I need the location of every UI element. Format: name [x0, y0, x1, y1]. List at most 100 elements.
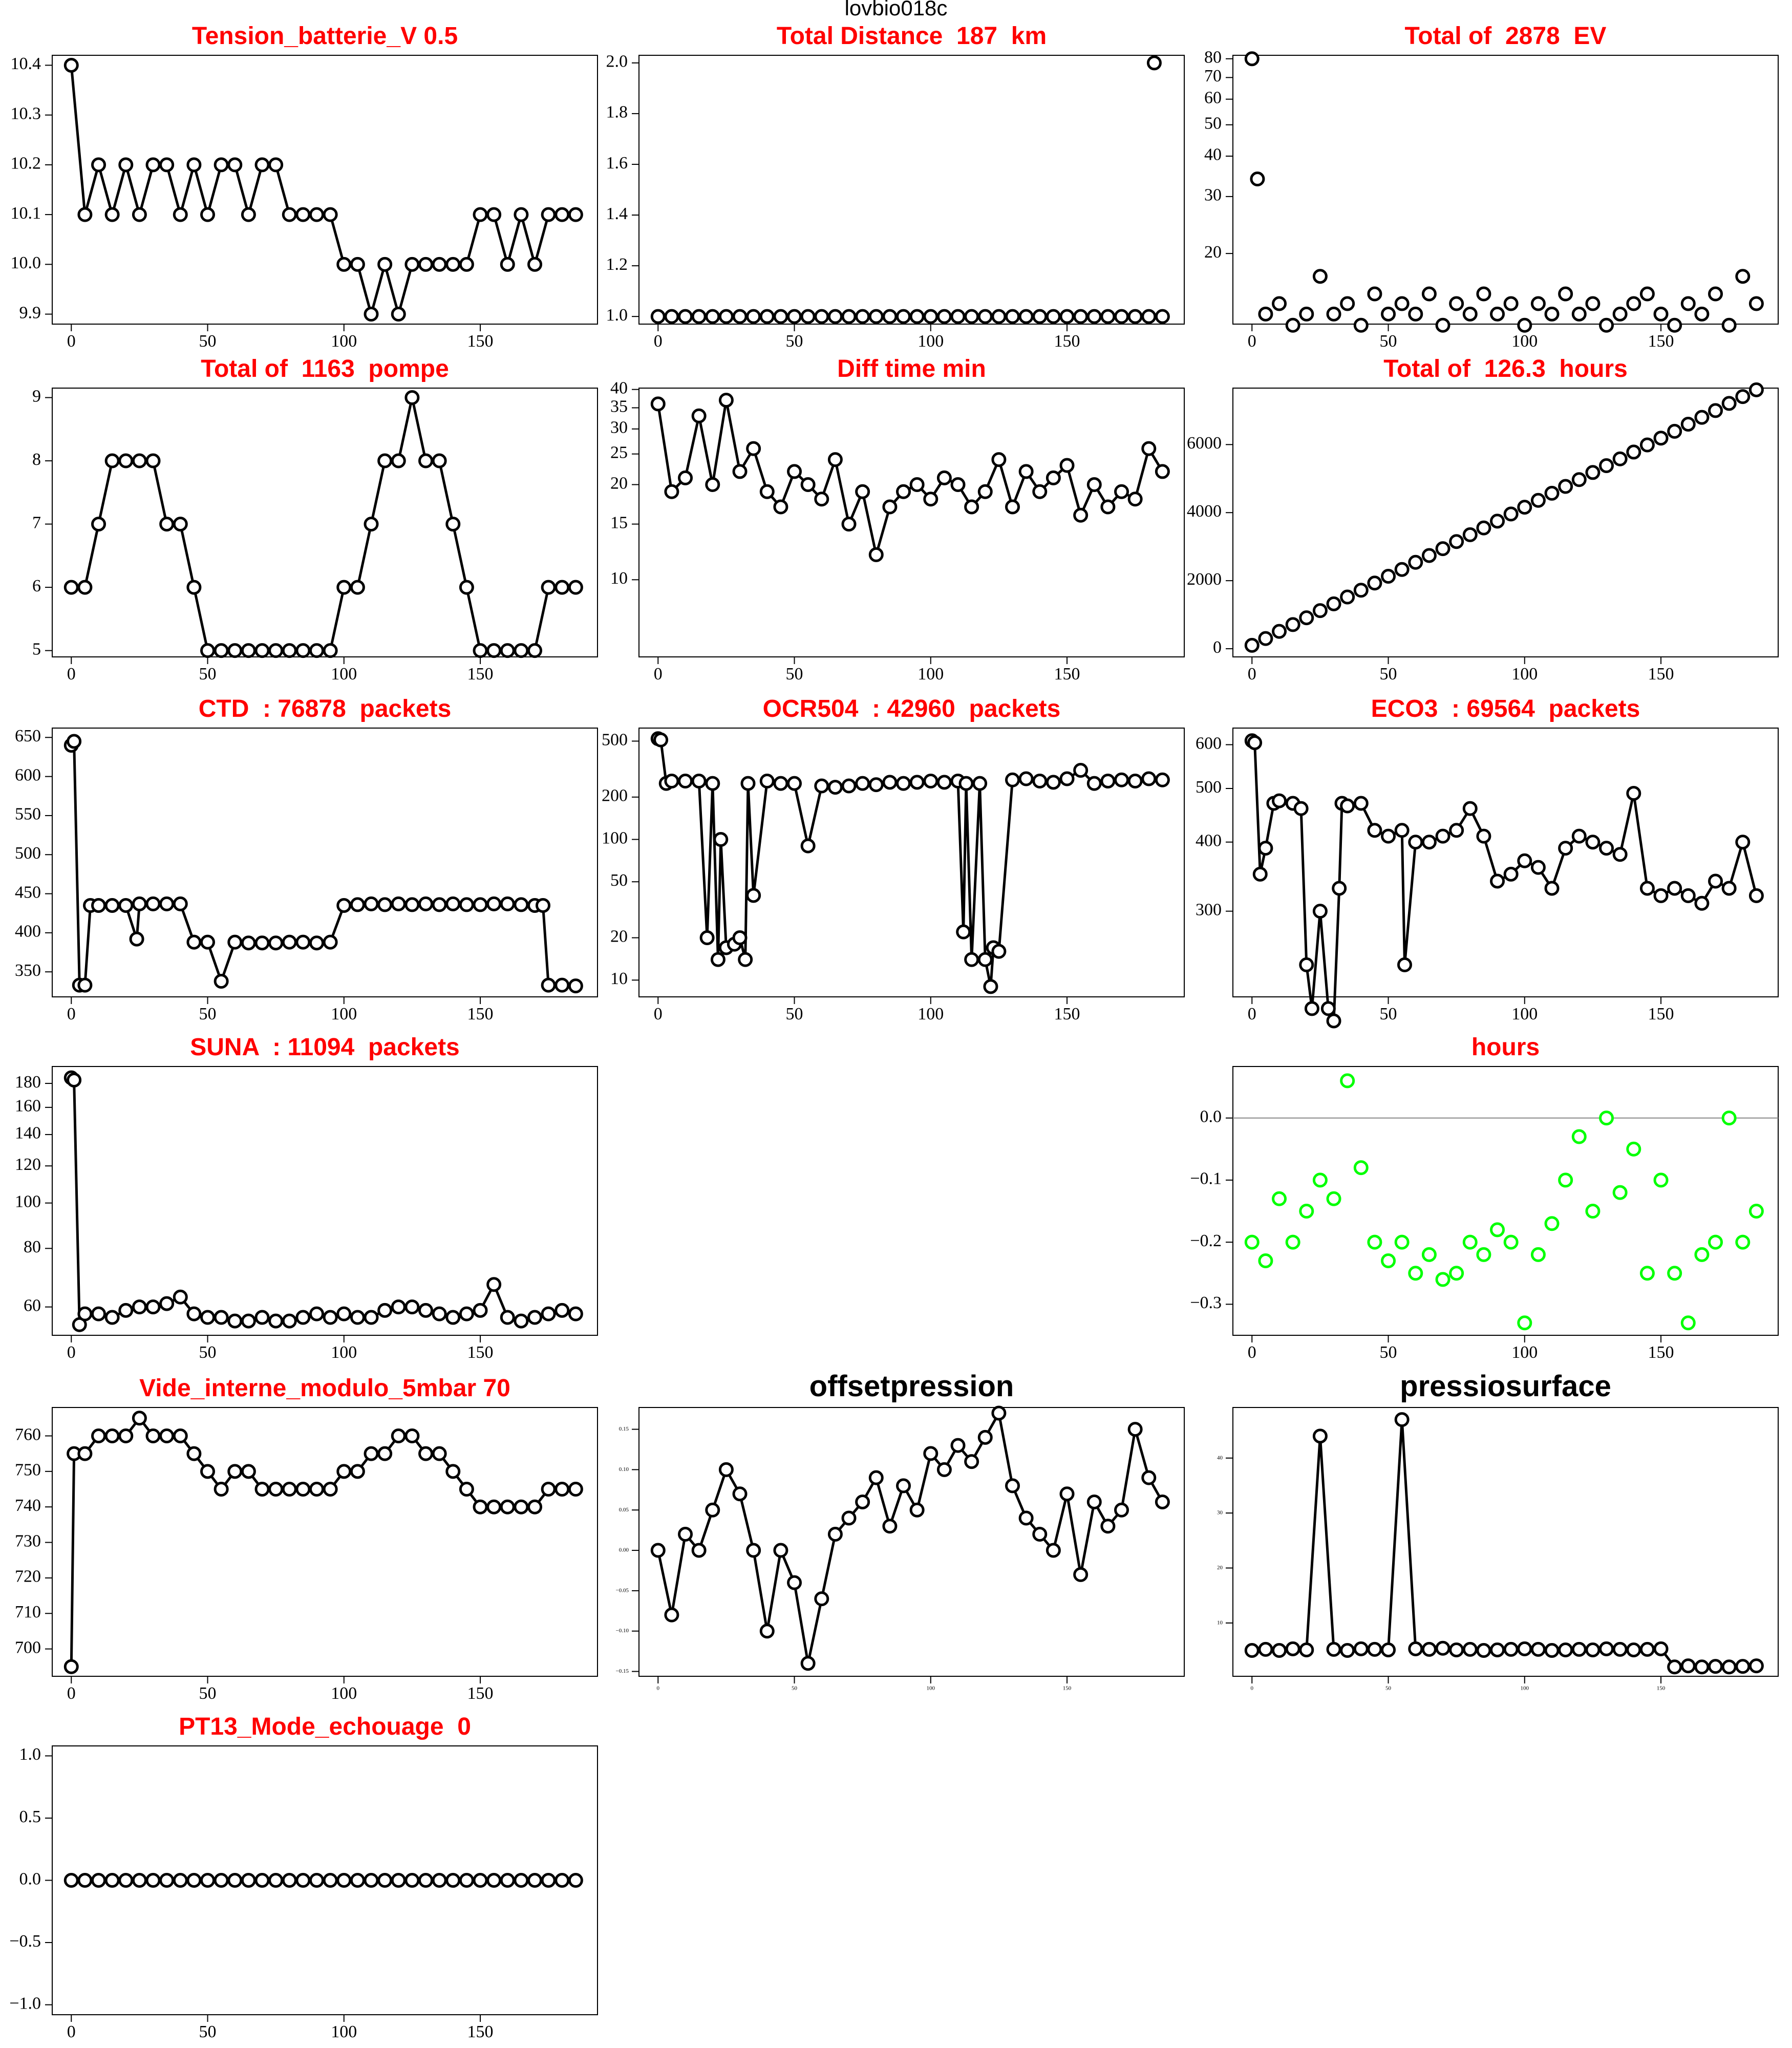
data-point: [377, 453, 393, 468]
data-point: [459, 1306, 474, 1321]
x-tick-label: 100: [331, 1684, 357, 1703]
data-point: [1639, 437, 1655, 453]
data-point: [527, 1873, 543, 1888]
data-point: [377, 1446, 393, 1461]
data-point: [650, 396, 666, 412]
data-point: [1571, 472, 1587, 487]
data-point: [1680, 1658, 1696, 1674]
data-point: [527, 1499, 543, 1514]
data-point: [118, 1303, 134, 1318]
y-tick-label: −0.10: [616, 1628, 629, 1634]
data-point: [486, 1277, 502, 1292]
data-point: [241, 935, 256, 951]
data-point: [740, 776, 756, 791]
data-line: [70, 65, 576, 319]
data-point: [1059, 458, 1075, 473]
data-point: [554, 1873, 570, 1888]
data-point: [868, 547, 884, 562]
data-point: [1141, 441, 1157, 456]
data-point: [1544, 306, 1560, 322]
data-point: [1626, 1642, 1641, 1657]
data-point: [541, 1873, 556, 1888]
x-tick-label: 150: [1648, 1343, 1674, 1362]
data-point: [132, 1873, 147, 1888]
data-point: [118, 453, 134, 468]
data-point: [800, 477, 816, 492]
data-point: [1100, 309, 1116, 324]
data-point: [991, 309, 1007, 324]
panel: hours 0 50 100 150 −0.3 −0.2 −0.1 0.0: [1190, 1034, 1779, 1362]
x-tick-label: 0: [67, 1005, 76, 1023]
data-point: [459, 580, 474, 595]
data-line: [70, 1416, 576, 1667]
x-tick-label: 50: [786, 665, 803, 684]
data-point: [568, 978, 583, 994]
y-tick-label: 40: [1204, 145, 1222, 164]
panel: OCR504 : 42960 packets 0 50 100 150 10 20 50 100…: [602, 695, 1185, 1023]
data-point: [1312, 904, 1328, 919]
panel-title: CTD : 76878 packets: [199, 695, 452, 722]
panel: Total Distance 187 km 0 50 100 150 1.0 1.2 1.4 1…: [606, 23, 1185, 351]
panel-title: offsetpression: [809, 1370, 1014, 1403]
x-tick-label: 100: [927, 1686, 935, 1692]
data-point: [1626, 444, 1641, 460]
data-point: [1612, 1185, 1628, 1200]
data-point: [432, 1446, 447, 1461]
data-point: [1032, 1527, 1048, 1542]
data-point: [1059, 1486, 1075, 1502]
data-point: [1394, 1234, 1410, 1250]
data-point: [1285, 1641, 1300, 1656]
data-point: [159, 1296, 175, 1311]
data-point: [855, 776, 870, 791]
data-point: [1073, 1567, 1089, 1582]
data-point: [309, 643, 325, 658]
data-point: [132, 207, 147, 222]
data-point: [653, 732, 669, 748]
y-tick-label: 50: [1204, 114, 1222, 133]
data-point: [173, 207, 188, 222]
data-point: [364, 1310, 379, 1325]
data-point: [1721, 317, 1737, 333]
y-tick-label: 1.0: [606, 306, 628, 325]
y-tick-label: 400: [15, 922, 41, 941]
x-tick-label: 50: [199, 332, 217, 351]
x-tick-label: 150: [1054, 332, 1080, 351]
y-tick-label: 0.10: [619, 1466, 629, 1473]
data-point: [827, 452, 843, 467]
data-point: [350, 897, 365, 912]
data-point: [678, 1527, 693, 1542]
y-tick-label: 60: [1204, 89, 1222, 108]
x-tick-label: 150: [467, 665, 494, 684]
data-point: [1639, 286, 1655, 302]
data-point: [473, 643, 488, 658]
data-point: [268, 157, 284, 173]
y-tick-label: 500: [1196, 778, 1222, 797]
data-point: [1748, 1204, 1764, 1219]
data-point: [1626, 296, 1641, 311]
data-point: [773, 776, 788, 791]
data-point: [1252, 866, 1268, 882]
data-point: [1503, 866, 1519, 882]
data-point: [118, 157, 134, 173]
data-point: [1326, 596, 1341, 611]
data-point: [1708, 286, 1723, 302]
data-point: [295, 934, 311, 950]
data-point: [268, 1873, 284, 1888]
data-point: [1421, 1641, 1437, 1657]
data-point: [1381, 306, 1396, 322]
data-point: [377, 257, 393, 272]
data-point: [882, 775, 898, 790]
data-point: [950, 1438, 966, 1453]
y-tick-label: 30: [610, 418, 628, 437]
data-point: [159, 517, 175, 532]
x-tick-label: 0: [657, 1686, 660, 1692]
data-point: [1449, 1266, 1464, 1281]
data-point: [104, 898, 120, 913]
data-point: [732, 1486, 748, 1502]
data-point: [1032, 309, 1048, 324]
x-tick-label: 50: [786, 1005, 803, 1023]
data-point: [186, 157, 202, 173]
data-point: [268, 1313, 284, 1329]
data-point: [1490, 1222, 1505, 1238]
data-point: [1086, 477, 1102, 492]
